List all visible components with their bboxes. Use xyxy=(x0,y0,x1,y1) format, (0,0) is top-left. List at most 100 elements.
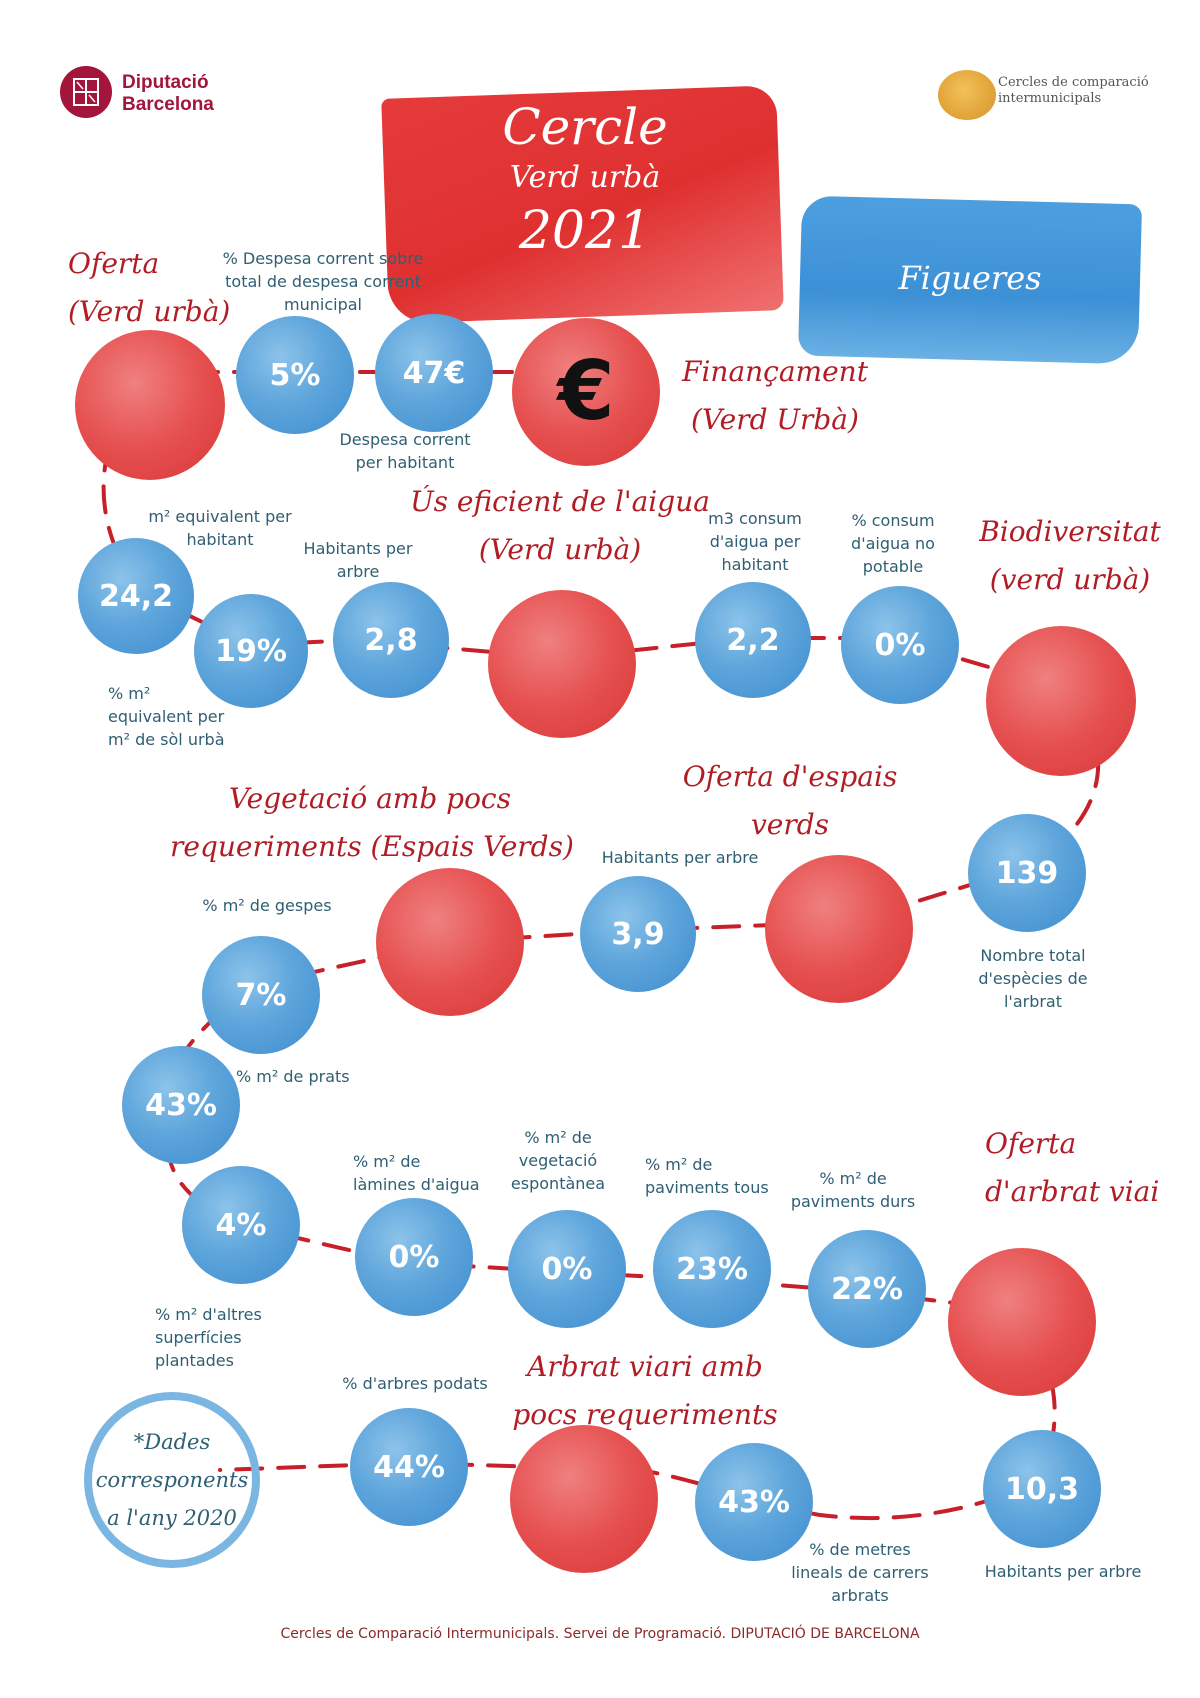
section-biodiversitat-circle xyxy=(986,626,1136,776)
metric-circle-paviments-tous: 23% xyxy=(653,1210,771,1328)
metric-circle-aigua-no-potable: 0% xyxy=(841,586,959,704)
section-arbrat-line1: Oferta xyxy=(985,1127,1077,1160)
metric-label-lamines-aigua: % m² de làmines d'aigua xyxy=(353,1152,480,1194)
metric-label-altres-superficies: % m² d'altres superfícies plantades xyxy=(155,1305,262,1370)
metric-circle-carrers-arbrats: 43% xyxy=(695,1443,813,1561)
metric-circle-m2-hab: 24,2 xyxy=(78,538,194,654)
metric-label-carrers-arbrats: % de metres lineals de carrers arbrats xyxy=(791,1540,929,1605)
brand-name-line1: Cercles de comparació xyxy=(998,75,1149,90)
section-arbrat-line2: d'arbrat viai xyxy=(985,1175,1160,1208)
metric-value: 0% xyxy=(541,1251,593,1287)
section-arbrat-pocs-line1: Arbrat viari amb xyxy=(527,1350,763,1383)
metric-value: 43% xyxy=(718,1484,790,1520)
metric-circle-paviments-durs: 22% xyxy=(808,1230,926,1348)
metric-circle-despesa-pct: 5% xyxy=(236,316,354,434)
note-ring: *Dades corresponents a l'any 2020 xyxy=(84,1392,260,1568)
metric-label-paviments-tous: % m² de paviments tous xyxy=(645,1155,769,1197)
note-line3: a l'any 2020 xyxy=(107,1506,237,1530)
cercles-logo-icon xyxy=(938,70,996,120)
metric-label-despesa-pct: % Despesa corrent sobre total de despesa… xyxy=(222,249,424,314)
metric-value: 3,9 xyxy=(611,916,665,952)
municipality-name: Figueres xyxy=(898,259,1042,297)
footer-text: Cercles de Comparació Intermunicipals. S… xyxy=(280,1626,920,1642)
metric-label-m2-hab: m² equivalent per habitant xyxy=(148,507,292,549)
section-arbrat-pocs-line2: pocs requeriments xyxy=(512,1398,778,1431)
section-vegetacio-line2: requeriments (Espais Verds) xyxy=(170,830,574,863)
metric-circle-consum-aigua: 2,2 xyxy=(695,582,811,698)
note-line2: corresponents xyxy=(95,1468,249,1492)
metric-value: 4% xyxy=(215,1207,267,1243)
metric-label-prats: % m² de prats xyxy=(236,1067,350,1086)
metric-value: 2,8 xyxy=(364,622,418,658)
metric-value: 139 xyxy=(995,855,1059,891)
metric-value: 44% xyxy=(373,1449,445,1485)
cercles-logo-text: Cercles de comparació intermunicipals xyxy=(998,75,1149,107)
metric-value: 23% xyxy=(676,1251,748,1287)
org-name-line2: Barcelona xyxy=(122,94,214,115)
note-line1: *Dades xyxy=(133,1430,211,1454)
metric-circle-lamines-aigua: 0% xyxy=(355,1198,473,1316)
metric-value: 47€ xyxy=(402,355,466,391)
section-arbrat-title: Oferta d'arbrat viai xyxy=(985,1120,1159,1216)
org-name-line1: Diputació xyxy=(122,72,209,93)
metric-value: 2,2 xyxy=(726,622,780,658)
section-aigua-line1: Ús eficient de l'aigua xyxy=(410,485,710,518)
section-vegetacio-circle xyxy=(376,868,524,1016)
metric-circle-m2-sol: 19% xyxy=(194,594,308,708)
section-arbrat-pocs-circle xyxy=(510,1425,658,1573)
metric-label-aigua-no-potable: % consum d'aigua no potable xyxy=(851,511,935,576)
section-espais-title: Oferta d'espais verds xyxy=(670,753,910,849)
metric-value: 24,2 xyxy=(98,578,174,614)
diputacio-logo-text: Diputació Barcelona xyxy=(122,72,214,116)
title-block: Cercle Verd urbà 2021 xyxy=(385,96,785,264)
section-oferta-line1: Oferta xyxy=(68,247,160,280)
metric-label-consum-aigua: m3 consum d'aigua per habitant xyxy=(708,509,802,574)
section-financament-line1: Finançament xyxy=(682,355,868,388)
metric-circle-hab-arbre-3: 10,3 xyxy=(983,1430,1101,1548)
section-aigua-line2: (Verd urbà) xyxy=(478,533,642,566)
metric-value: 7% xyxy=(235,977,287,1013)
metric-circle-altres-superficies: 4% xyxy=(182,1166,300,1284)
metric-value: 10,3 xyxy=(1004,1471,1080,1507)
section-oferta-circle xyxy=(75,330,225,480)
section-espais-circle xyxy=(765,855,913,1003)
section-biodiversitat-title: Biodiversitat (verd urbà) xyxy=(975,508,1165,604)
metric-value: 19% xyxy=(215,633,287,669)
metric-label-hab-arbre-2: Habitants per arbre xyxy=(601,848,759,867)
metric-value: 43% xyxy=(145,1087,217,1123)
section-aigua-title: Ús eficient de l'aigua (Verd urbà) xyxy=(410,478,710,574)
title-line2: Verd urbà xyxy=(509,160,661,195)
metric-circle-vegetacio-espontania: 0% xyxy=(508,1210,626,1328)
section-financament-circle: € xyxy=(512,318,660,466)
metric-circle-arbres-podats: 44% xyxy=(350,1408,468,1526)
metric-circle-prats: 43% xyxy=(122,1046,240,1164)
section-oferta-title: Oferta (Verd urbà) xyxy=(68,240,230,336)
metric-circle-despesa-hab: 47€ xyxy=(375,314,493,432)
section-espais-line1: Oferta d'espais xyxy=(682,760,898,793)
section-arbrat-circle xyxy=(948,1248,1096,1396)
metric-label-especies: Nombre total d'espècies de l'arbrat xyxy=(978,946,1088,1011)
metric-label-vegetacio-espontania: % m² de vegetació espontànea xyxy=(510,1128,606,1193)
metric-label-despesa-hab: Despesa corrent per habitant xyxy=(339,430,471,472)
section-vegetacio-line1: Vegetació amb pocs xyxy=(229,782,511,815)
section-biodiversitat-line1: Biodiversitat xyxy=(979,515,1161,548)
title-line1: Cercle xyxy=(502,98,668,156)
section-vegetacio-title: Vegetació amb pocs requeriments (Espais … xyxy=(170,775,574,871)
metric-circle-hab-arbre-2: 3,9 xyxy=(580,876,696,992)
metric-label-m2-sol: % m² equivalent per m² de sòl urbà xyxy=(108,684,225,749)
metric-circle-especies: 139 xyxy=(968,814,1086,932)
metric-label-paviments-durs: % m² de paviments durs xyxy=(790,1169,916,1211)
metric-value: 0% xyxy=(874,627,926,663)
metric-label-hab-arbre-1: Habitants per arbre xyxy=(303,539,413,581)
metric-value: 5% xyxy=(269,357,321,393)
euro-icon: € xyxy=(557,344,615,439)
title-year: 2021 xyxy=(518,201,652,261)
metric-label-arbres-podats: % d'arbres podats xyxy=(342,1374,488,1393)
brand-name-line2: intermunicipals xyxy=(998,91,1102,106)
metric-value: 0% xyxy=(388,1239,440,1275)
metric-label-gespes: % m² de gespes xyxy=(202,896,332,915)
metric-value: 22% xyxy=(831,1271,903,1307)
section-oferta-line2: (Verd urbà) xyxy=(68,295,231,328)
metric-circle-gespes: 7% xyxy=(202,936,320,1054)
